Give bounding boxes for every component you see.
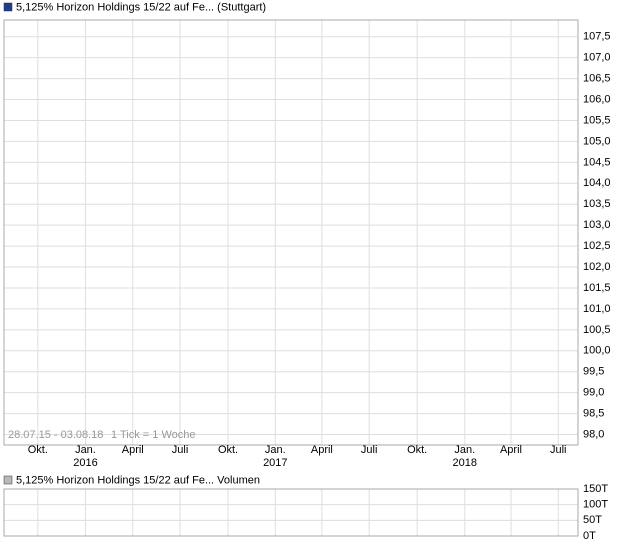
x-tick-label: Okt. bbox=[407, 444, 427, 456]
y-tick-label: 103,5 bbox=[583, 198, 611, 210]
y-tick-label: 50T bbox=[583, 514, 602, 526]
x-tick-label: April bbox=[311, 444, 333, 456]
y-tick-label: 100,0 bbox=[583, 345, 611, 357]
y-tick-label: 105,5 bbox=[583, 114, 611, 126]
y-tick-label: 103,0 bbox=[583, 219, 611, 231]
plot-frame bbox=[3, 488, 579, 537]
y-tick-label: 102,5 bbox=[583, 240, 611, 252]
y-tick-label: 100,5 bbox=[583, 324, 611, 336]
annotation: 28.07.15 - 03.08.18 bbox=[8, 429, 103, 441]
legend-swatch bbox=[3, 2, 13, 12]
y-tick-label: 107,5 bbox=[583, 31, 611, 43]
y-tick-label: 102,0 bbox=[583, 261, 611, 273]
y-tick-label: 106,5 bbox=[583, 73, 611, 85]
labels: 98,0 98,5 99,0 99,5 100,0 100,5 101,0 101,5 102,… bbox=[28, 31, 611, 542]
x-tick-year: 2018 bbox=[453, 457, 477, 469]
y-tick-label: 101,5 bbox=[583, 282, 611, 294]
y-tick-label: 99,5 bbox=[583, 366, 604, 378]
y-tick-label: 104,0 bbox=[583, 177, 611, 189]
y-tick-label: 107,0 bbox=[583, 52, 611, 64]
legend-swatch bbox=[3, 475, 13, 485]
y-tick-label: 0T bbox=[583, 530, 596, 542]
legend-label: 5,125% Horizon Holdings 15/22 auf Fe... … bbox=[16, 474, 260, 486]
y-tick-label: 104,5 bbox=[583, 156, 611, 168]
x-tick-label: April bbox=[500, 444, 522, 456]
x-tick-label: Okt. bbox=[28, 444, 48, 456]
y-tick-label: 99,0 bbox=[583, 387, 604, 399]
y-tick-label: 101,0 bbox=[583, 303, 611, 315]
plot-frame bbox=[3, 19, 579, 446]
x-tick-label: Juli bbox=[172, 444, 189, 456]
x-tick-label: April bbox=[122, 444, 144, 456]
x-tick-label: Juli bbox=[361, 444, 378, 456]
annotation: 1 Tick = 1 Woche bbox=[111, 429, 195, 441]
y-tick-label: 98,0 bbox=[583, 428, 604, 440]
y-tick-label: 100T bbox=[583, 499, 608, 511]
y-tick-label: 105,0 bbox=[583, 135, 611, 147]
x-tick-label: Juli bbox=[550, 444, 567, 456]
legend-label: 5,125% Horizon Holdings 15/22 auf Fe... … bbox=[16, 1, 266, 13]
x-tick-year: 2017 bbox=[263, 457, 287, 469]
y-tick-label: 98,5 bbox=[583, 408, 604, 420]
x-tick-year: 2016 bbox=[73, 457, 97, 469]
x-tick-label: Jan. bbox=[265, 444, 286, 456]
x-tick-label: Jan. bbox=[454, 444, 475, 456]
x-tick-label: Okt. bbox=[218, 444, 238, 456]
x-tick-label: Jan. bbox=[75, 444, 96, 456]
y-tick-label: 150T bbox=[583, 483, 608, 495]
y-tick-label: 106,0 bbox=[583, 93, 611, 105]
